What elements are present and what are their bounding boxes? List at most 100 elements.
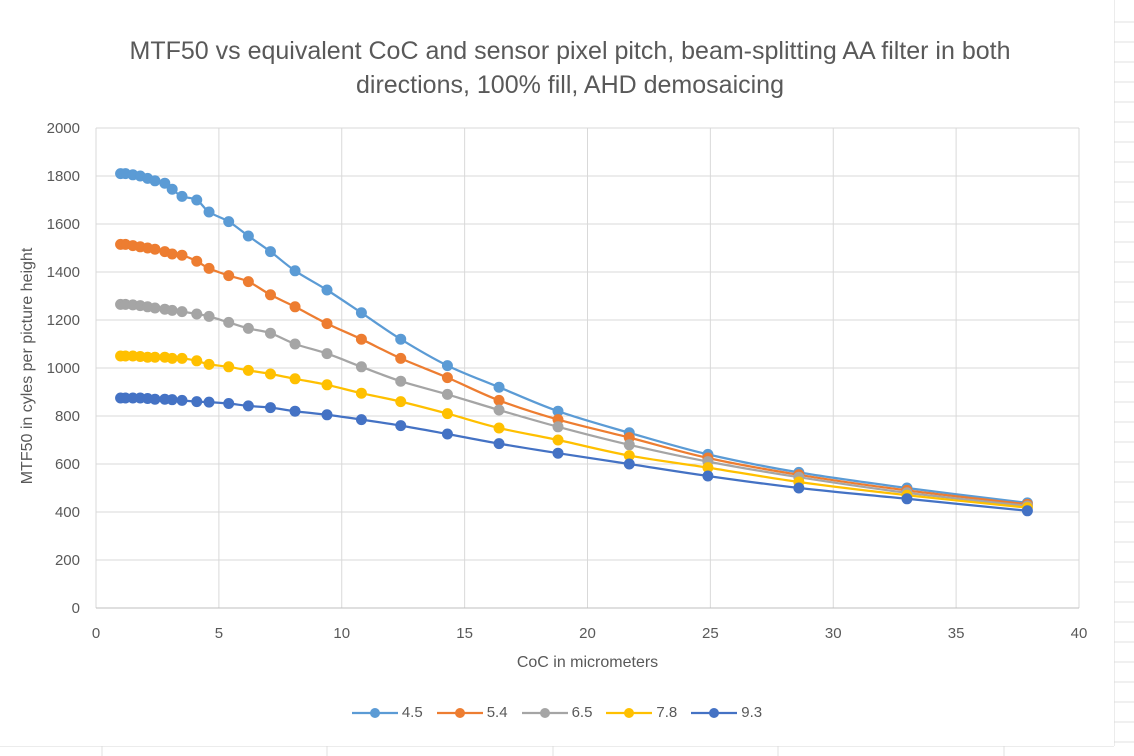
data-point-6.5 (223, 316, 235, 328)
x-tick-label: 5 (215, 625, 223, 642)
data-point-6.5 (395, 375, 407, 387)
data-point-4.5 (395, 333, 407, 345)
data-point-6.5 (355, 361, 367, 373)
data-point-6.5 (552, 421, 564, 433)
data-point-9.3 (1021, 505, 1033, 517)
data-point-5.4 (166, 248, 178, 260)
data-point-5.4 (264, 289, 276, 301)
legend-item-6.5: 6.5 (521, 704, 592, 721)
data-point-6.5 (321, 348, 333, 360)
y-tick-label: 400 (55, 504, 80, 521)
y-tick-label: 0 (72, 600, 80, 617)
data-point-6.5 (203, 310, 215, 322)
data-point-7.8 (441, 408, 453, 420)
data-point-9.3 (901, 493, 913, 505)
data-point-9.3 (395, 420, 407, 432)
data-point-5.4 (395, 352, 407, 364)
data-point-9.3 (493, 438, 505, 450)
data-point-5.4 (149, 243, 161, 255)
legend-label: 4.5 (401, 704, 423, 721)
x-tick-label: 0 (92, 625, 100, 642)
data-point-6.5 (493, 404, 505, 416)
data-point-9.3 (264, 402, 276, 414)
data-point-4.5 (441, 360, 453, 372)
data-point-7.8 (355, 387, 367, 399)
y-axis-title: MTF50 in cyles per picture height (19, 247, 36, 484)
legend-swatch-marker (369, 707, 380, 718)
data-point-6.5 (289, 338, 301, 350)
x-tick-label: 35 (948, 625, 965, 642)
legend-item-5.4: 5.4 (436, 704, 508, 721)
data-point-4.5 (191, 194, 203, 206)
data-point-7.8 (149, 351, 161, 363)
data-point-9.3 (191, 396, 203, 408)
data-point-4.5 (149, 175, 161, 187)
y-tick-label: 2000 (47, 120, 80, 137)
data-point-9.3 (355, 414, 367, 426)
y-tick-label: 1600 (47, 216, 80, 233)
legend-label: 9.3 (741, 704, 763, 721)
line-chart: 0 200 400 600 800 1000 1200 1400 1600 1800 2000 0 5 1… (19, 120, 1088, 671)
data-point-5.4 (242, 276, 254, 288)
data-point-6.5 (166, 304, 178, 316)
data-point-7.8 (223, 361, 235, 373)
x-axis-title: CoC in micrometers (517, 654, 658, 671)
data-point-4.5 (203, 206, 215, 218)
data-point-5.4 (176, 249, 188, 261)
x-tick-label: 10 (333, 625, 350, 642)
legend-label: 5.4 (486, 704, 508, 721)
y-tick-label: 1800 (47, 168, 80, 185)
data-point-7.8 (191, 355, 203, 367)
x-tick-label: 30 (825, 625, 842, 642)
legend-item-7.8: 7.8 (606, 704, 677, 721)
data-point-5.4 (355, 333, 367, 345)
data-point-4.5 (223, 216, 235, 228)
data-point-9.3 (242, 400, 254, 412)
data-point-6.5 (264, 327, 276, 339)
legend-label: 7.8 (656, 704, 678, 721)
data-point-9.3 (793, 482, 805, 494)
data-point-7.8 (176, 352, 188, 364)
data-point-7.8 (242, 364, 254, 376)
data-point-5.4 (191, 255, 203, 267)
chart-title: MTF50 vs equivalent CoC and sensor pixel… (129, 37, 1011, 99)
data-point-6.5 (191, 308, 203, 320)
data-point-7.8 (203, 358, 215, 370)
y-tick-label: 1400 (47, 264, 80, 281)
x-tick-label: 40 (1071, 625, 1088, 642)
data-point-9.3 (623, 458, 635, 470)
data-point-4.5 (289, 265, 301, 277)
legend-swatch-marker (624, 707, 635, 718)
y-tick-label: 600 (55, 456, 80, 473)
data-point-4.5 (264, 246, 276, 258)
data-point-9.3 (321, 409, 333, 421)
chart-area[interactable]: MTF50 vs equivalent CoC and sensor pixel… (0, 0, 1114, 746)
legend-item-4.5: 4.5 (351, 704, 423, 721)
data-point-7.8 (395, 396, 407, 408)
data-point-9.3 (203, 396, 215, 408)
y-tick-label: 1200 (47, 312, 80, 329)
x-tick-label: 15 (456, 625, 473, 642)
legend-item-9.3: 9.3 (691, 704, 762, 721)
data-point-5.4 (203, 262, 215, 274)
data-point-4.5 (321, 284, 333, 296)
data-point-4.5 (176, 190, 188, 202)
x-tick-label: 20 (579, 625, 596, 642)
data-point-7.8 (552, 434, 564, 446)
data-point-4.5 (355, 307, 367, 319)
data-point-6.5 (176, 306, 188, 318)
data-point-6.5 (441, 388, 453, 400)
x-tick-label: 25 (702, 625, 719, 642)
legend-swatch-marker (709, 707, 720, 718)
data-point-5.4 (321, 318, 333, 330)
y-tick-label: 1000 (47, 360, 80, 377)
data-point-5.4 (441, 372, 453, 384)
data-point-9.3 (552, 447, 564, 459)
data-point-9.3 (289, 405, 301, 417)
data-point-5.4 (493, 394, 505, 406)
data-point-7.8 (289, 373, 301, 385)
data-point-9.3 (223, 398, 235, 410)
legend-swatch (436, 707, 483, 718)
data-point-6.5 (623, 439, 635, 451)
